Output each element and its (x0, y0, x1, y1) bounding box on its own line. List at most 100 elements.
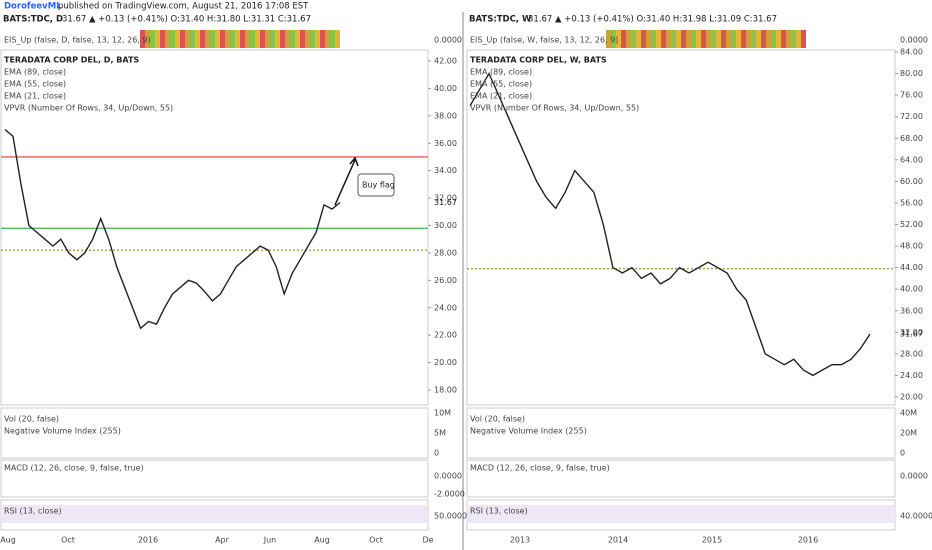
y-tick-label: 76.00 (900, 91, 923, 100)
y-tick-label: 60.00 (900, 177, 923, 186)
macd-axis-label: 0.0000 (900, 472, 928, 481)
eis-block (260, 30, 265, 48)
y-tick-label: 84.00 (900, 48, 923, 57)
eis-block (190, 30, 195, 48)
y-tick-label: 30.00 (434, 221, 457, 230)
x-tick-label: 2016 (138, 536, 158, 545)
eis-block (320, 30, 325, 48)
eis-block (771, 30, 776, 48)
pane-frame (0, 459, 429, 498)
eis-block (175, 30, 180, 48)
eis-block (180, 30, 185, 48)
symbol: BATS:TDC, W (469, 15, 532, 25)
eis-block (756, 30, 761, 48)
eis-block (796, 30, 801, 48)
rsi-band (1, 505, 428, 523)
eis-block (751, 30, 756, 48)
eis-block (616, 30, 621, 48)
eis-value: 0.0000 (900, 36, 928, 45)
eis-block (611, 30, 616, 48)
eis-block (631, 30, 636, 48)
pane-frame (466, 407, 896, 459)
x-tick-label: 2015 (702, 536, 722, 545)
eis-block (275, 30, 280, 48)
nvi-label: Negative Volume Index (255) (4, 427, 121, 436)
eis-block (721, 30, 726, 48)
eis-block (716, 30, 721, 48)
y-tick-label: 22.00 (434, 331, 457, 340)
y-tick-label: 32.00 (434, 194, 457, 203)
eis-block (230, 30, 235, 48)
y-tick-label: 80.00 (900, 69, 923, 78)
eis-block (170, 30, 175, 48)
rsi-axis-label: 40.0000 (900, 512, 932, 521)
eis-block (736, 30, 741, 48)
symbol: BATS:TDC, D (3, 15, 63, 25)
y-tick-label: 24.00 (434, 303, 457, 312)
x-tick-label: 2014 (608, 536, 628, 545)
eis-block (786, 30, 791, 48)
eis-block (255, 30, 260, 48)
vol-label: Vol (20, false) (470, 415, 525, 424)
legend-item: EMA (89, close) (470, 68, 532, 77)
legend-item: EMA (21, close) (470, 92, 532, 101)
legend-item: EMA (89, close) (4, 68, 66, 77)
y-tick-label: 20.00 (434, 358, 457, 367)
y-tick-label: 44.00 (900, 263, 923, 272)
pane-frame (0, 407, 429, 459)
eis-block (606, 30, 611, 48)
eis-block (250, 30, 255, 48)
y-tick-label: 36.00 (434, 139, 457, 148)
y-tick-label: 28.00 (900, 349, 923, 358)
legend-item: EMA (21, close) (4, 92, 66, 101)
y-tick-label: 72.00 (900, 112, 923, 121)
eis-block (671, 30, 676, 48)
macd-axis-label: -2.0000 (434, 490, 465, 499)
eis-label: EIS_Up (false, W, false, 13, 12, 26, 9) (470, 36, 618, 45)
eis-block (165, 30, 170, 48)
legend-item: EMA (55, close) (470, 80, 532, 89)
x-tick-label: 2013 (510, 536, 530, 545)
eis-block (185, 30, 190, 48)
pane-frame (466, 459, 896, 498)
rsi-label: RSI (13, close) (470, 507, 528, 516)
author[interactable]: DorofeevML (4, 2, 62, 12)
eis-block (626, 30, 631, 48)
y-tick-label: 40.00 (900, 285, 923, 294)
annotation: Buy flag (362, 181, 395, 190)
eis-block (621, 30, 626, 48)
vol-axis-label: 0 (900, 449, 905, 458)
eis-block (686, 30, 691, 48)
eis-block (300, 30, 305, 48)
price-line (4, 128, 341, 330)
eis-label: EIS_Up (false, D, false, 13, 12, 26, 9) (4, 36, 151, 45)
legend-item: TERADATA CORP DEL, D, BATS (4, 56, 139, 65)
y-tick-label: 40.00 (434, 84, 457, 93)
quote: 31.67 ▲ +0.13 (+0.41%) O:31.40 H:31.98 L… (528, 15, 777, 25)
nvi-label: Negative Volume Index (255) (470, 427, 587, 436)
eis-block (776, 30, 781, 48)
eis-block (661, 30, 666, 48)
annotation-box (357, 173, 395, 197)
y-tick-label: 64.00 (900, 155, 923, 164)
eis-block (310, 30, 315, 48)
vol-axis-label: 5M (434, 429, 446, 438)
eis-block (731, 30, 736, 48)
y-tick-label: 48.00 (900, 242, 923, 251)
eis-block (676, 30, 681, 48)
eis-block (691, 30, 696, 48)
rsi-axis-label: 50.0000 (434, 512, 467, 521)
eis-block (646, 30, 651, 48)
eis-block (235, 30, 240, 48)
x-tick-label: De (422, 536, 433, 545)
eis-block (741, 30, 746, 48)
eis-block (781, 30, 786, 48)
x-tick-label: 2016 (798, 536, 818, 545)
vol-axis-label: 20M (900, 429, 917, 438)
vol-label: Vol (20, false) (4, 415, 59, 424)
eis-value: 0.0000 (434, 36, 462, 45)
y-tick-label: 20.00 (900, 393, 923, 402)
eis-block (746, 30, 751, 48)
legend-item: VPVR (Number Of Rows, 34, Up/Down, 55) (4, 104, 173, 113)
